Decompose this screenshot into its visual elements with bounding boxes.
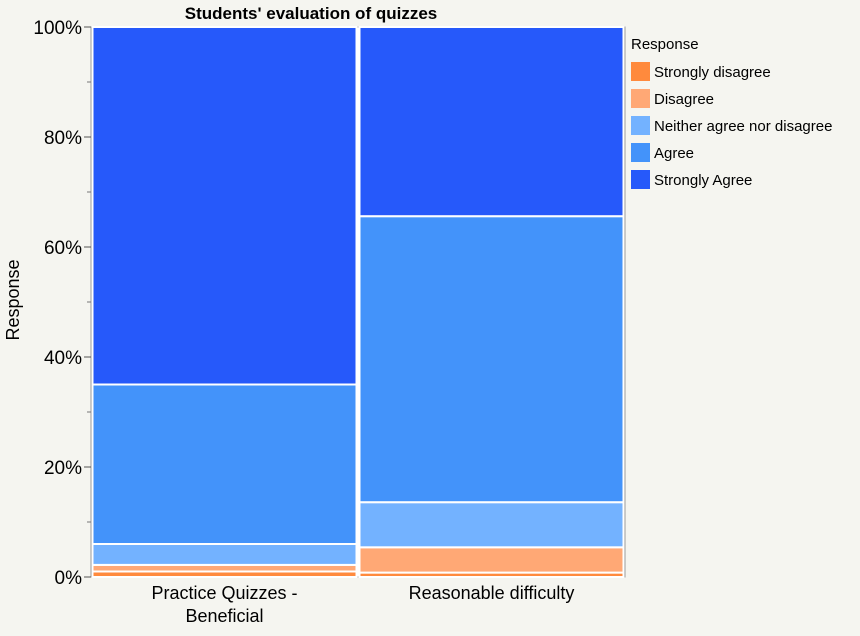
mosaic-cell [91,26,358,386]
mosaic-cell [358,546,625,574]
legend-label: Disagree [654,91,714,108]
y-tick-label: 100% [33,18,82,39]
legend-swatch [631,62,650,81]
x-category-label: Reasonable difficulty [409,583,575,603]
y-tick-label: 60% [44,238,82,259]
legend-label: Neither agree nor disagree [654,118,832,135]
legend-label: Agree [654,145,694,162]
mosaic-cell [91,543,358,566]
legend-label: Strongly Agree [654,172,752,189]
y-tick-label: 80% [44,128,82,149]
legend-swatch [631,89,650,108]
mosaic-cell [358,501,625,549]
legend-swatch [631,116,650,135]
mosaic-cell [358,215,625,504]
y-tick-label: 0% [55,568,83,589]
legend-label: Strongly disagree [654,64,771,81]
plot-area: 0% 20% 40% 60% 80% 100% Practice Quizzes -Bene… [33,18,626,626]
legend-title: Response [631,36,699,53]
mosaic-cell [358,26,625,218]
y-tick-label: 20% [44,458,82,479]
legend: Response Strongly disagree Disagree Neithe… [631,36,832,189]
legend-swatch [631,143,650,162]
chart-title: Students' evaluation of quizzes [185,4,437,23]
mosaic-cell [91,383,358,545]
legend-swatch [631,170,650,189]
y-tick-label: 40% [44,348,82,369]
y-axis-label: Response [3,259,23,340]
x-category-label: Practice Quizzes -Beneficial [151,583,297,626]
